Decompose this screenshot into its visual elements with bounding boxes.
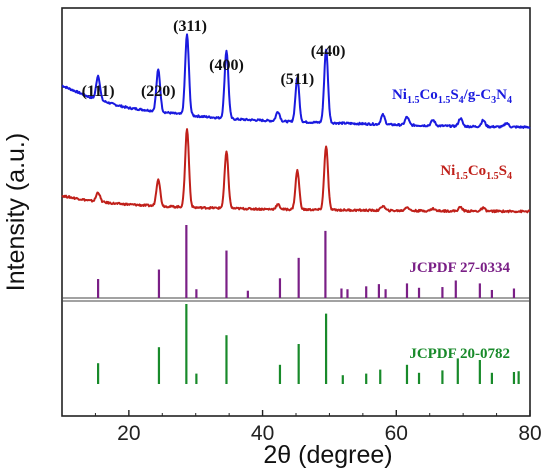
peak-label-3: (400): [209, 57, 244, 74]
peak-label-4: (511): [280, 71, 314, 88]
x-tick-label-0: 20: [117, 422, 140, 445]
reference-layer: [97, 225, 520, 384]
series-label-composite: Ni1.5Co1.5S4/g-C3N4: [392, 87, 512, 106]
peak-label-1: (220): [141, 83, 176, 100]
y-axis-label: Intensity (a.u.): [2, 133, 30, 291]
ref-label-0: JCPDF 27-0334: [409, 260, 510, 276]
series-label-bare: Ni1.5Co1.5S4: [440, 163, 512, 182]
x-ticks: 20 40 60 80: [61, 410, 542, 445]
x-axis-label: 2θ (degree): [263, 441, 392, 469]
x-tick-label-1: 40: [251, 422, 274, 445]
series-line-1: [61, 128, 531, 214]
x-tick-label-3: 80: [518, 422, 541, 445]
ref-label-1: JCPDF 20-0782: [409, 346, 510, 362]
peak-label-2: (311): [173, 18, 207, 35]
peak-label-5: (440): [311, 43, 346, 60]
peak-label-0: (111): [82, 83, 115, 100]
peak-labels: (111) (220) (311) (400) (511) (440): [82, 18, 346, 100]
series-labels: Ni1.5Co1.5S4/g-C3N4 Ni1.5Co1.5S4 JCPDF 27-…: [392, 87, 512, 362]
series-layer: [61, 33, 531, 214]
x-tick-label-2: 60: [385, 422, 408, 445]
series-line-0: [61, 33, 531, 129]
